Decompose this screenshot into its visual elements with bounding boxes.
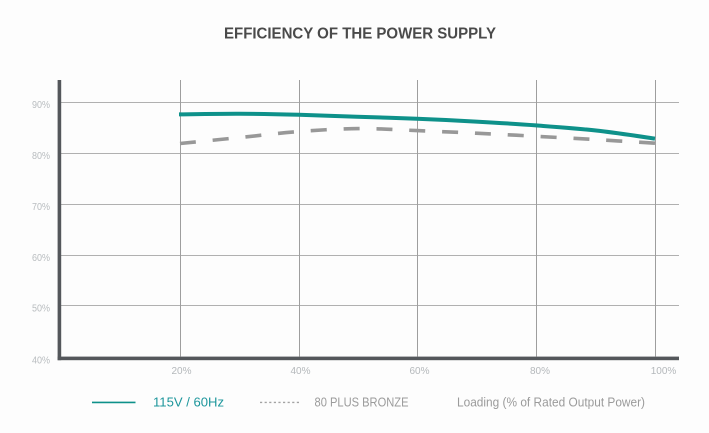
svg-text:40%: 40% <box>32 356 50 367</box>
svg-text:20%: 20% <box>171 366 191 377</box>
svg-text:40%: 40% <box>290 366 310 377</box>
svg-text:90%: 90% <box>32 100 50 111</box>
svg-text:Loading (% of Rated Output Pow: Loading (% of Rated Output Power) <box>457 396 645 410</box>
svg-text:100%: 100% <box>651 366 677 377</box>
svg-text:80%: 80% <box>32 151 50 162</box>
svg-text:60%: 60% <box>409 366 429 377</box>
svg-text:EFFICIENCY OF THE POWER SUPPLY: EFFICIENCY OF THE POWER SUPPLY <box>224 26 496 43</box>
svg-text:115V / 60Hz: 115V / 60Hz <box>153 395 224 410</box>
svg-text:50%: 50% <box>32 304 50 315</box>
svg-text:70%: 70% <box>32 202 50 213</box>
svg-text:60%: 60% <box>32 253 50 264</box>
svg-text:80 PLUS BRONZE: 80 PLUS BRONZE <box>315 396 409 410</box>
svg-text:80%: 80% <box>530 366 550 377</box>
